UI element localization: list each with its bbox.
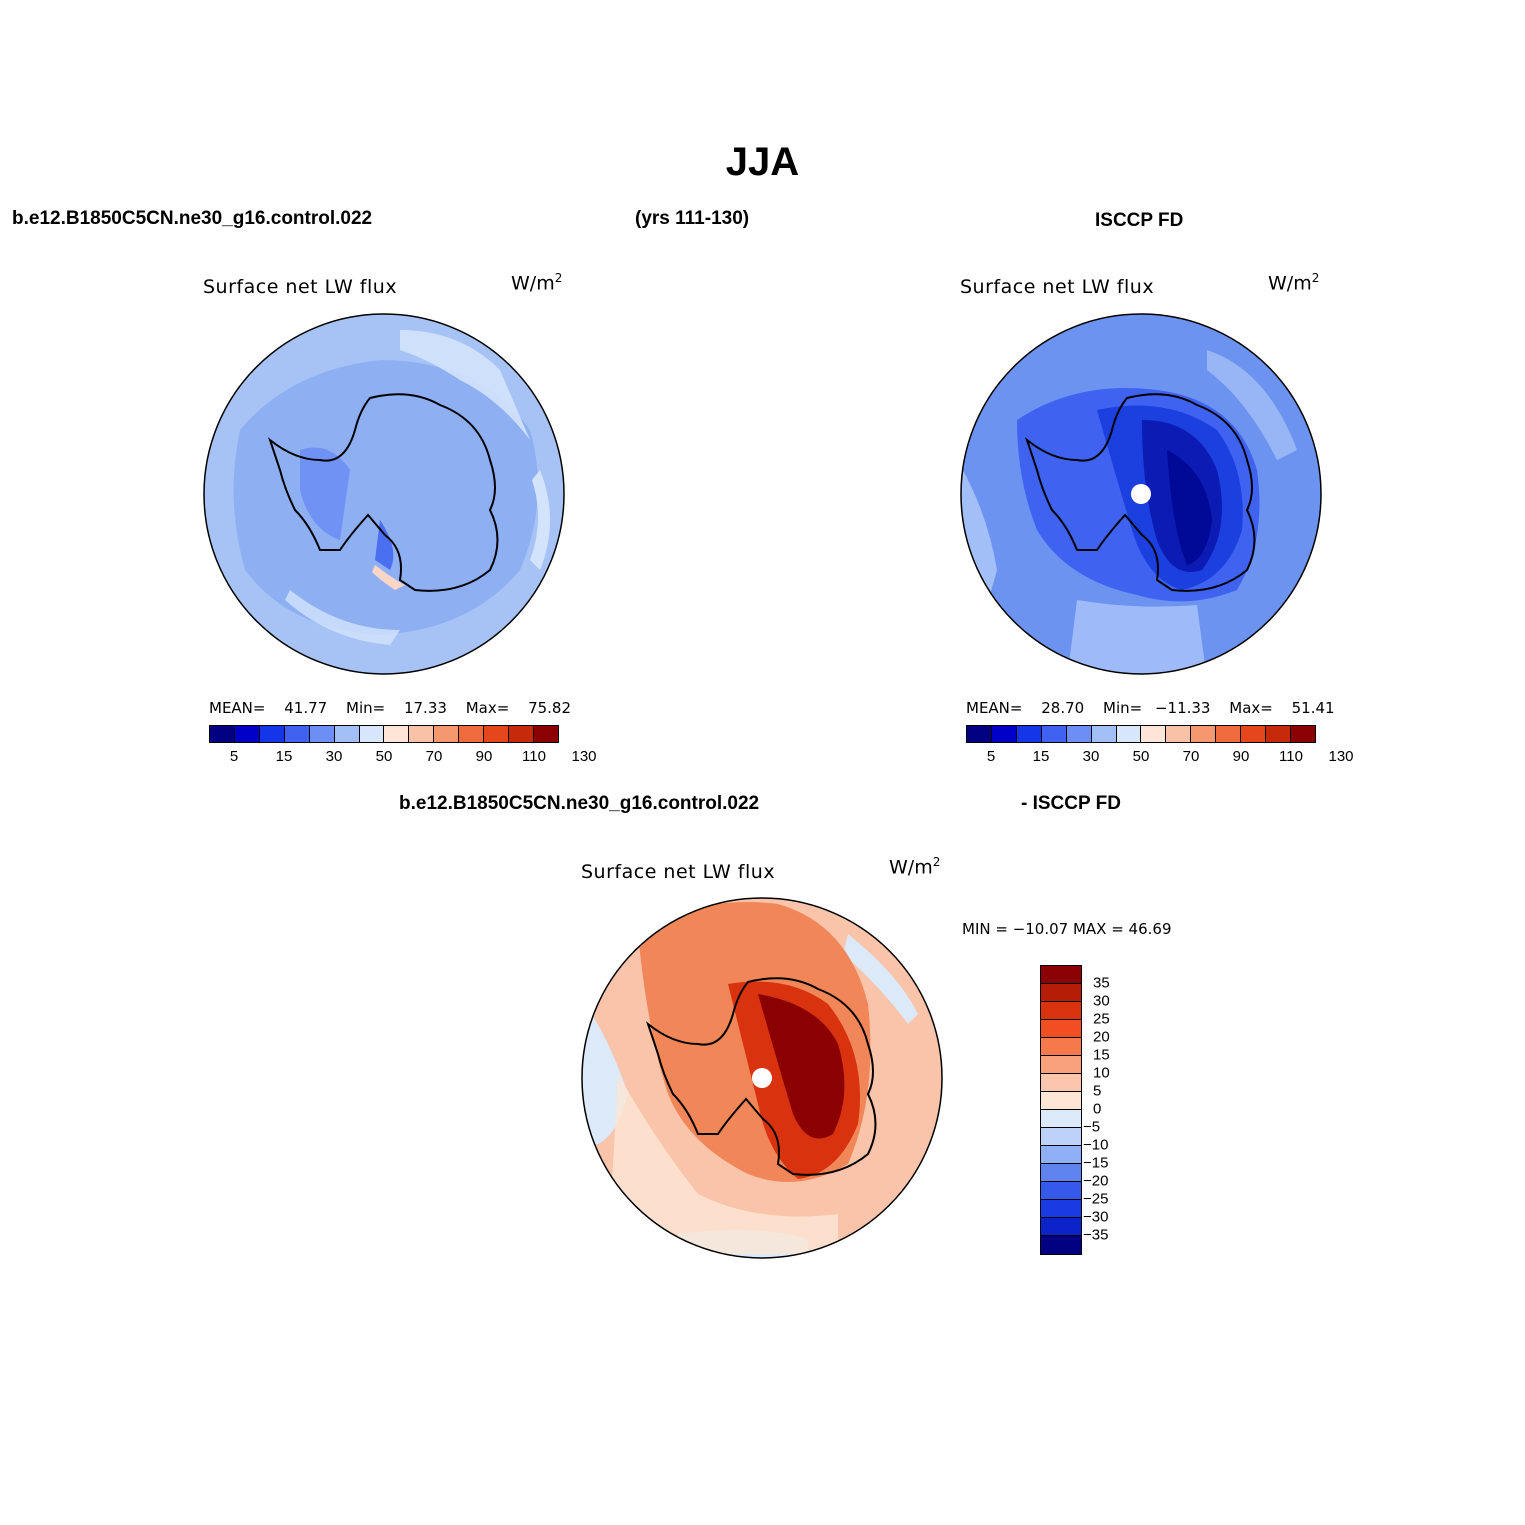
colorbar-swatch [259, 726, 285, 742]
colorbar-tick-label: 20 [1093, 1028, 1110, 1046]
colorbar-swatch [1091, 726, 1117, 742]
obs-name-header: ISCCP FD [1095, 210, 1184, 231]
colorbar-swatch [1041, 1146, 1081, 1164]
colorbar-swatch [967, 726, 992, 742]
colorbar-swatch [1041, 984, 1081, 1002]
diff-case-header: b.e12.B1850C5CN.ne30_g16.control.022 [399, 793, 760, 814]
colorbar-tick-label: 15 [1093, 1046, 1110, 1064]
colorbar-swatch [409, 726, 435, 742]
colorbar-swatch [533, 726, 558, 742]
colorbar-swatch [284, 726, 310, 742]
colorbar-swatch [1166, 726, 1192, 742]
colorbar-swatch [1290, 726, 1315, 742]
colorbar-tick-label: 10 [1093, 1064, 1110, 1082]
colorbar-swatch [1266, 726, 1291, 742]
colorbar-swatch [1041, 1092, 1081, 1110]
case-name-header: b.e12.B1850C5CN.ne30_g16.control.022 [12, 208, 373, 229]
colorbar-tick-label: 0 [1093, 1100, 1102, 1118]
colorbar-tick-label: 70 [1182, 748, 1200, 765]
colorbar-tick-label: 30 [1082, 748, 1100, 765]
colorbar-tick-label: 15 [1032, 748, 1050, 765]
diff-colorbar-labels: 35 30 25 20 15 10 5 0 −5 −10 −15 −20 −25 −30 −35 [1083, 965, 1149, 1255]
colorbar-swatch [1041, 1182, 1081, 1200]
colorbar-tick-label: 50 [1132, 748, 1150, 765]
colorbar-swatch [1041, 1236, 1081, 1254]
colorbar-swatch [991, 726, 1017, 742]
colorbar-tick-label: 130 [1328, 748, 1354, 765]
colorbar-swatch [1216, 726, 1242, 742]
colorbar-tick-label: 130 [571, 748, 597, 765]
colorbar-tick-label: 90 [475, 748, 493, 765]
colorbar-tick-label: 35 [1093, 974, 1110, 992]
colorbar-tick-label: 30 [325, 748, 343, 765]
model-units: W/m2 [511, 271, 563, 295]
colorbar-tick-label: −20 [1083, 1172, 1109, 1190]
obs-colorbar [966, 725, 1316, 743]
colorbar-tick-label: 5 [986, 748, 996, 765]
colorbar-swatch [1041, 1002, 1081, 1020]
diff-polar-map [581, 897, 943, 1259]
obs-stats: MEAN= 28.70 Min= −11.33 Max= 51.41 [966, 699, 1335, 717]
colorbar-tick-label: −25 [1083, 1190, 1109, 1208]
colorbar-tick-label: −35 [1083, 1226, 1109, 1244]
colorbar-tick-label: −10 [1083, 1136, 1109, 1154]
colorbar-swatch [1041, 1164, 1081, 1182]
colorbar-swatch [1041, 1110, 1081, 1128]
colorbar-swatch [1041, 1218, 1081, 1236]
colorbar-tick-label: −15 [1083, 1154, 1109, 1172]
colorbar-swatch [1041, 1074, 1081, 1092]
colorbar-swatch [434, 726, 460, 742]
obs-polar-map [960, 313, 1322, 675]
model-colorbar-labels: 5 15 30 50 70 90 110 130 [209, 748, 597, 768]
obs-plot-title: Surface net LW flux [960, 276, 1155, 298]
colorbar-tick-label: 70 [425, 748, 443, 765]
colorbar-swatch [1041, 966, 1081, 984]
model-polar-map [203, 313, 565, 675]
colorbar-tick-label: 110 [522, 748, 546, 765]
colorbar-swatch [1191, 726, 1217, 742]
colorbar-tick-label: 110 [1279, 748, 1303, 765]
colorbar-swatch [459, 726, 485, 742]
colorbar-swatch [309, 726, 335, 742]
colorbar-tick-label: 5 [229, 748, 239, 765]
diff-plot-title: Surface net LW flux [581, 861, 776, 883]
diff-colorbar [1040, 965, 1082, 1255]
colorbar-swatch [484, 726, 510, 742]
colorbar-tick-label: 90 [1232, 748, 1250, 765]
colorbar-tick-label: −30 [1083, 1208, 1109, 1226]
colorbar-swatch [334, 726, 360, 742]
colorbar-swatch [509, 726, 534, 742]
colorbar-swatch [1041, 726, 1067, 742]
colorbar-swatch [234, 726, 260, 742]
colorbar-tick-label: −5 [1083, 1118, 1101, 1136]
colorbar-swatch [1041, 1038, 1081, 1056]
colorbar-swatch [1016, 726, 1042, 742]
colorbar-swatch [1116, 726, 1142, 742]
main-title: JJA [725, 140, 800, 184]
obs-units: W/m2 [1268, 271, 1320, 295]
diff-obs-header: - ISCCP FD [1021, 793, 1121, 814]
colorbar-swatch [1141, 726, 1167, 742]
model-plot-title: Surface net LW flux [203, 276, 398, 298]
colorbar-swatch [1041, 1200, 1081, 1218]
colorbar-swatch [1241, 726, 1267, 742]
colorbar-tick-label: 25 [1093, 1010, 1110, 1028]
colorbar-swatch [1041, 1128, 1081, 1146]
diff-units: W/m2 [889, 855, 941, 879]
colorbar-swatch [1041, 1020, 1081, 1038]
colorbar-tick-label: 5 [1093, 1082, 1102, 1100]
colorbar-swatch [1041, 1056, 1081, 1074]
diff-minmax: MIN = −10.07 MAX = 46.69 [962, 920, 1172, 938]
colorbar-tick-label: 30 [1093, 992, 1110, 1010]
years-header: (yrs 111-130) [635, 208, 750, 229]
colorbar-tick-label: 50 [375, 748, 393, 765]
model-colorbar [209, 725, 559, 743]
obs-colorbar-labels: 5 15 30 50 70 90 110 130 [966, 748, 1354, 768]
colorbar-swatch [210, 726, 235, 742]
model-stats: MEAN= 41.77 Min= 17.33 Max= 75.82 [209, 699, 572, 717]
colorbar-swatch [384, 726, 410, 742]
colorbar-swatch [1066, 726, 1092, 742]
colorbar-swatch [359, 726, 385, 742]
colorbar-tick-label: 15 [275, 748, 293, 765]
